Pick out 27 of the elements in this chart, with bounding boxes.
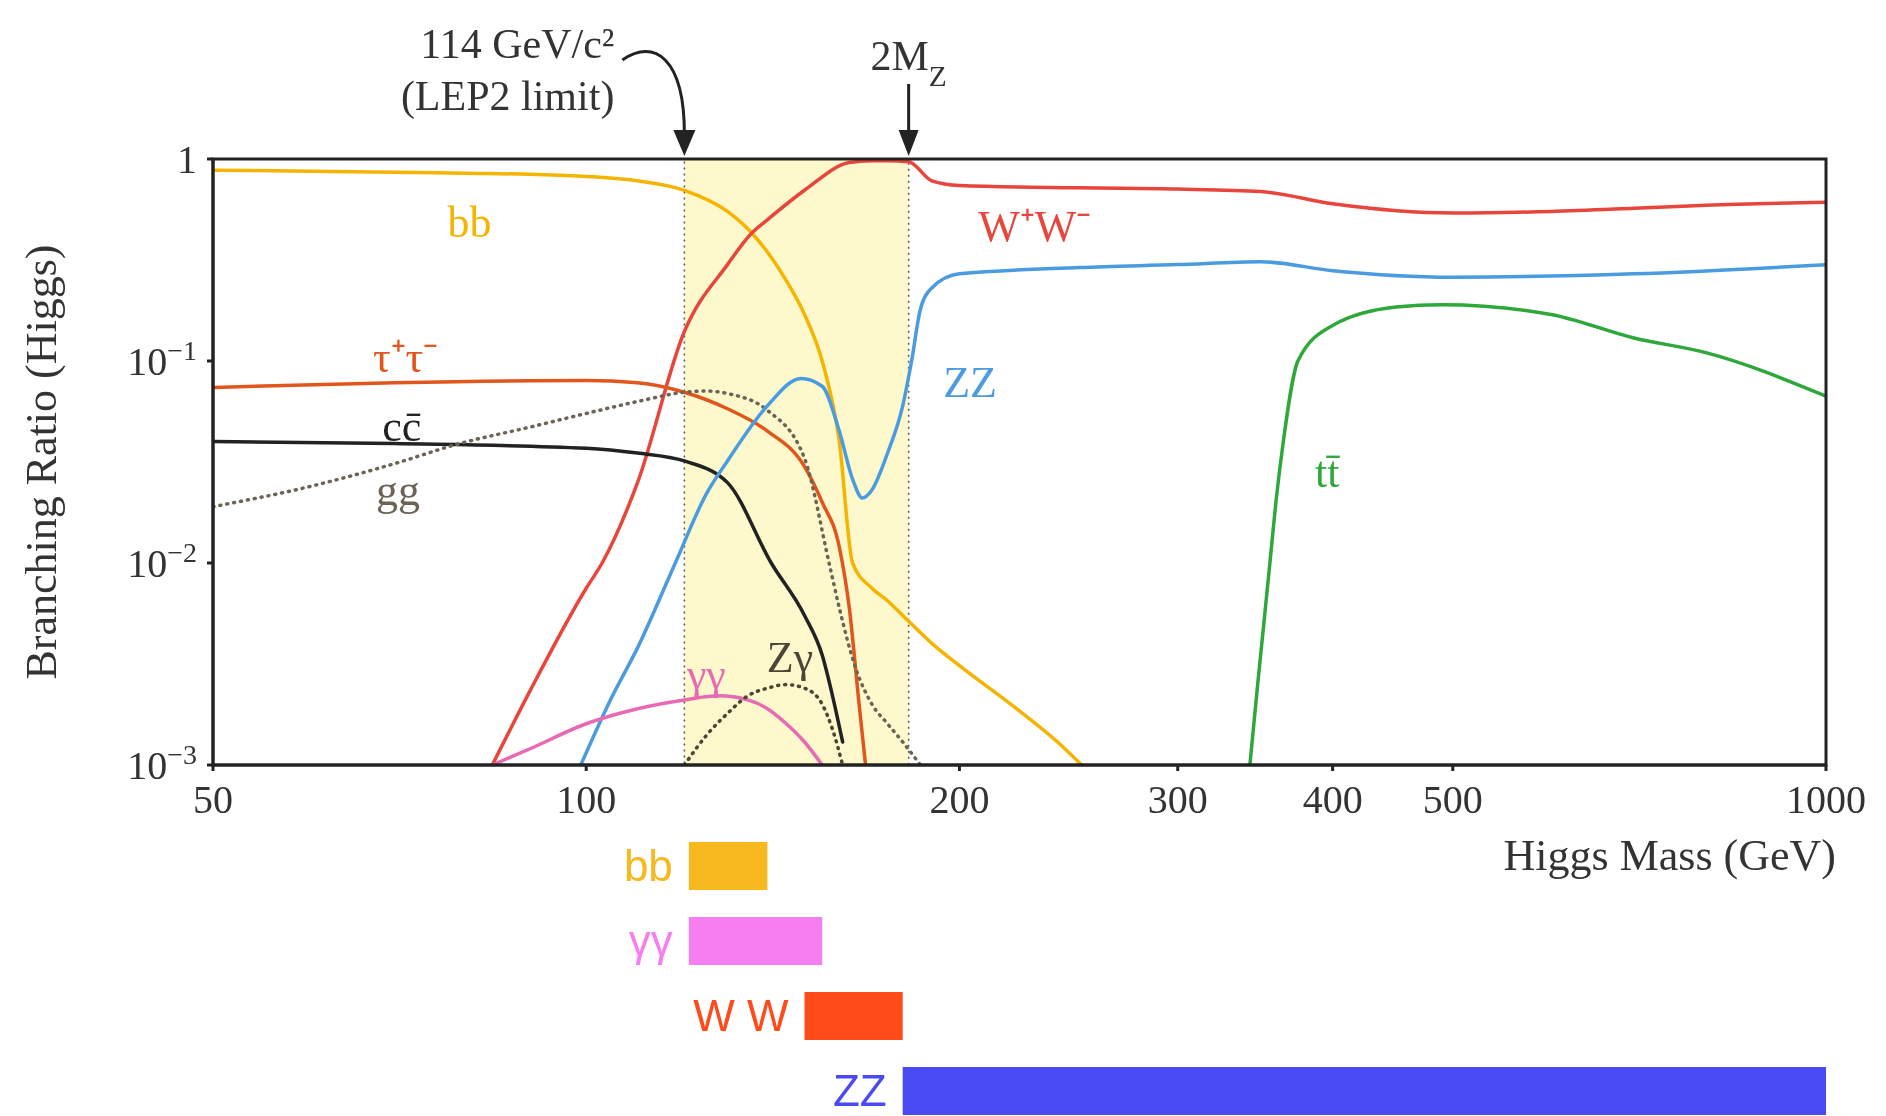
series-label: tt̄	[1315, 447, 1341, 497]
x-tick-label: 500	[1422, 777, 1483, 822]
x-tick-label: 200	[929, 777, 990, 822]
x-tick-label: 100	[556, 777, 617, 822]
series-label: W⁺W⁻	[978, 202, 1092, 252]
series-label: τ⁺τ⁻	[372, 333, 439, 383]
bar	[688, 917, 823, 965]
bar	[804, 992, 903, 1040]
series-label: cc̄	[382, 402, 422, 452]
y-tick-label: 10$^{−2}$	[127, 536, 197, 586]
series-label: Zγ	[766, 632, 814, 682]
bar	[688, 842, 768, 890]
y-tick-label: W W	[693, 990, 789, 1040]
series-label: bb	[447, 198, 492, 248]
x-axis-title: Higgs Mass (GeV)	[1503, 831, 1836, 880]
annotation: 114 GeV/c² (LEP2 limit)	[400, 21, 615, 120]
series-label: ZZ	[943, 357, 997, 407]
series-label: γγ	[685, 649, 726, 699]
y-tick-label: 1	[177, 137, 197, 182]
series-label: gg	[376, 466, 420, 516]
y-axis-title: Branching Ratio (Higgs)	[17, 244, 66, 680]
x-tick-label: 400	[1302, 777, 1363, 822]
x-tick-label: 1000	[1786, 777, 1866, 822]
bar	[902, 1067, 1826, 1115]
y-tick-label: 10$^{−1}$	[127, 334, 197, 384]
annotation: 2M$_{Z}$	[870, 33, 947, 92]
x-tick-label: 300	[1147, 777, 1208, 822]
